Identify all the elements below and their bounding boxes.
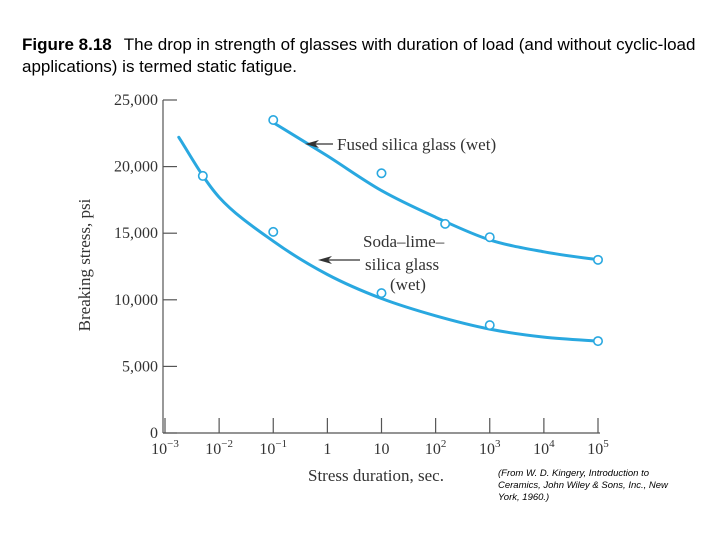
y-tick-label: 0	[150, 425, 158, 442]
x-tick-label: 10	[374, 441, 390, 458]
y-tick-label: 15,000	[114, 225, 158, 242]
fused-silica-data-point	[484, 232, 495, 243]
fused-silica-data-point	[376, 168, 387, 179]
soda-lime-arrow-head	[318, 256, 332, 264]
soda-lime-label: Soda–lime–	[363, 232, 445, 251]
fused-silica-data-point	[268, 114, 279, 125]
points	[197, 114, 603, 347]
figure-caption-text: The drop in strength of glasses with dur…	[22, 35, 696, 76]
fused-silica-data-point	[440, 218, 451, 229]
x-tick-label: 10−1	[259, 438, 287, 458]
x-axis-label: Stress duration, sec.	[308, 466, 444, 485]
x-tick-label: 10−3	[151, 438, 179, 458]
ticks: 0 5,000 10,000 15,000 20,000 25,000 10−3 10−2 10…	[114, 92, 609, 458]
fused-silica-curve	[271, 121, 600, 262]
soda-lime-data-point	[592, 336, 603, 347]
x-tick-label: 10−2	[205, 438, 233, 458]
fused-silica-arrow-head	[305, 140, 319, 148]
y-tick-label: 10,000	[114, 292, 158, 309]
x-tick-label: 1	[323, 441, 331, 458]
figure-label: Figure 8.18	[22, 35, 112, 54]
x-tick-label: 103	[479, 438, 501, 458]
x-tick-label: 105	[587, 438, 609, 458]
y-axis-label: Breaking stress, psi	[75, 198, 94, 331]
y-tick-label: 5,000	[122, 358, 158, 375]
y-tick-label: 20,000	[114, 159, 158, 176]
curves	[177, 121, 600, 343]
soda-lime-label: (wet)	[390, 275, 426, 294]
soda-lime-data-point	[268, 226, 279, 237]
figure-caption: Figure 8.18 The drop in strength of glass…	[22, 34, 702, 78]
annotations: Fused silica glass (wet) Soda–lime– silica…	[305, 135, 496, 294]
soda-lime-data-point	[197, 170, 208, 181]
soda-lime-data-point	[484, 320, 495, 331]
soda-lime-label: silica glass	[365, 255, 439, 274]
fused-silica-label: Fused silica glass (wet)	[337, 135, 496, 154]
x-tick-label: 104	[533, 438, 555, 458]
y-tick-label: 25,000	[114, 92, 158, 109]
x-tick-label: 102	[425, 438, 447, 458]
source-credit: (From W. D. Kingery, Introduction to Cer…	[498, 468, 668, 503]
fused-silica-data-point	[592, 254, 603, 265]
soda-lime-data-point	[376, 288, 387, 299]
soda-lime-curve	[177, 135, 600, 343]
